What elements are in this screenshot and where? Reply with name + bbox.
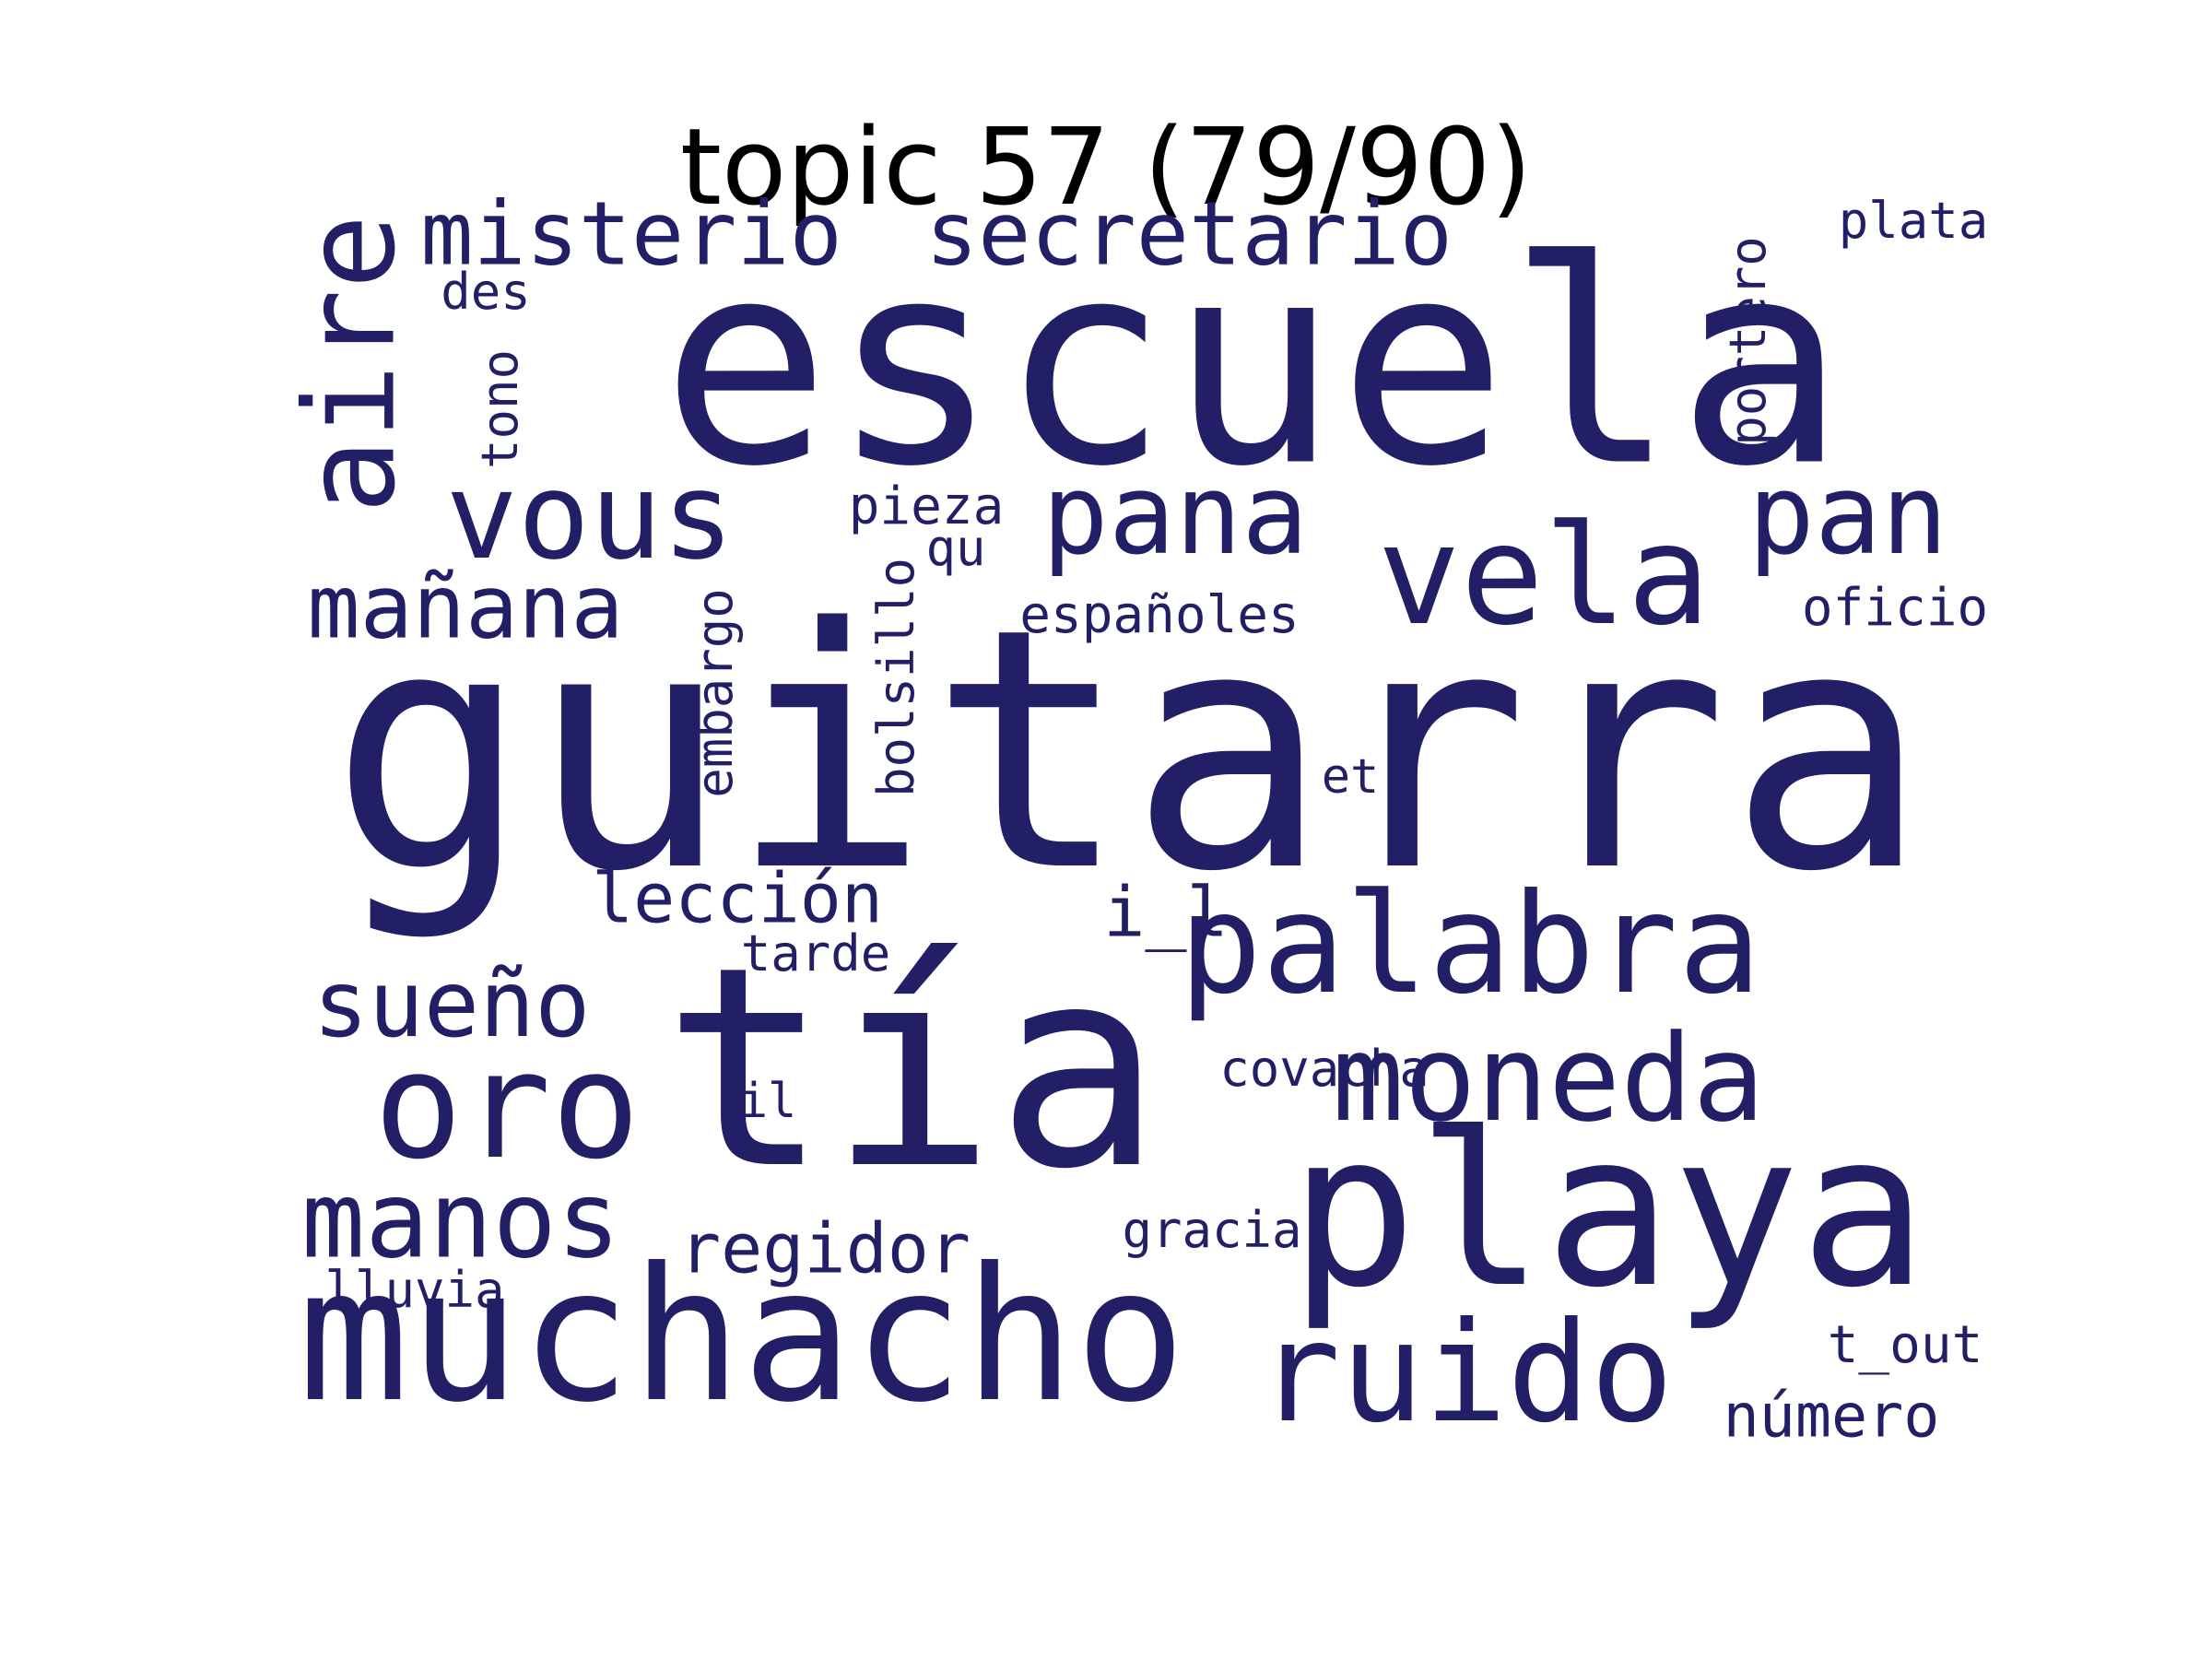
cloud-word: aire bbox=[277, 214, 423, 514]
cloud-word: lección bbox=[591, 857, 884, 939]
cloud-word: oficio bbox=[1801, 578, 1989, 638]
cloud-word: vous bbox=[445, 446, 735, 586]
cloud-word: tarde bbox=[740, 924, 891, 982]
cloud-word: pieza bbox=[848, 477, 1005, 536]
cloud-word: portero bbox=[1719, 236, 1777, 446]
cloud-word: i_l bbox=[1103, 871, 1229, 953]
cloud-word: misterio bbox=[420, 183, 842, 286]
cloud-word: tono bbox=[471, 348, 529, 470]
cloud-word: regidor bbox=[678, 1207, 971, 1289]
cloud-word: bolsillo bbox=[867, 557, 925, 798]
cloud-word: guitarra bbox=[330, 558, 1928, 944]
cloud-word: número bbox=[1723, 1382, 1940, 1452]
cloud-word: ruido bbox=[1257, 1293, 1674, 1453]
cloud-word: mañana bbox=[307, 557, 624, 659]
cloud-word: et bbox=[1321, 749, 1380, 805]
cloud-word: pana bbox=[1041, 452, 1309, 580]
cloud-word: embargo bbox=[686, 588, 744, 798]
cloud-word: pan bbox=[1747, 452, 1948, 580]
cloud-word: playa bbox=[1288, 1088, 1928, 1335]
cloud-word: palabra bbox=[1178, 865, 1762, 1025]
cloud-word: lluvia bbox=[324, 1261, 505, 1319]
cloud-word: tía bbox=[663, 908, 1162, 1230]
cloud-word: vela bbox=[1377, 496, 1711, 656]
cloud-word: oro bbox=[373, 1019, 641, 1192]
cloud-word: plata bbox=[1838, 192, 1989, 250]
cloud-word: covacha bbox=[1219, 1040, 1430, 1098]
cloud-word: secretario bbox=[925, 183, 1453, 286]
cloud-word: il bbox=[738, 1074, 797, 1129]
cloud-word: muchacho bbox=[298, 1229, 1186, 1443]
cloud-word: manos bbox=[300, 1159, 621, 1283]
cloud-word: des bbox=[441, 263, 531, 321]
cloud-word: escuela bbox=[661, 200, 1846, 528]
cloud-word: españoles bbox=[1019, 585, 1300, 645]
page-title: topic 57 (79/90) bbox=[679, 106, 1533, 229]
cloud-word: qu bbox=[925, 519, 986, 577]
cloud-word: moneda bbox=[1332, 1008, 1765, 1148]
cloud-word: gracia bbox=[1122, 1201, 1302, 1259]
cloud-word: sueño bbox=[312, 950, 591, 1058]
cloud-word: t_out bbox=[1827, 1315, 1983, 1375]
